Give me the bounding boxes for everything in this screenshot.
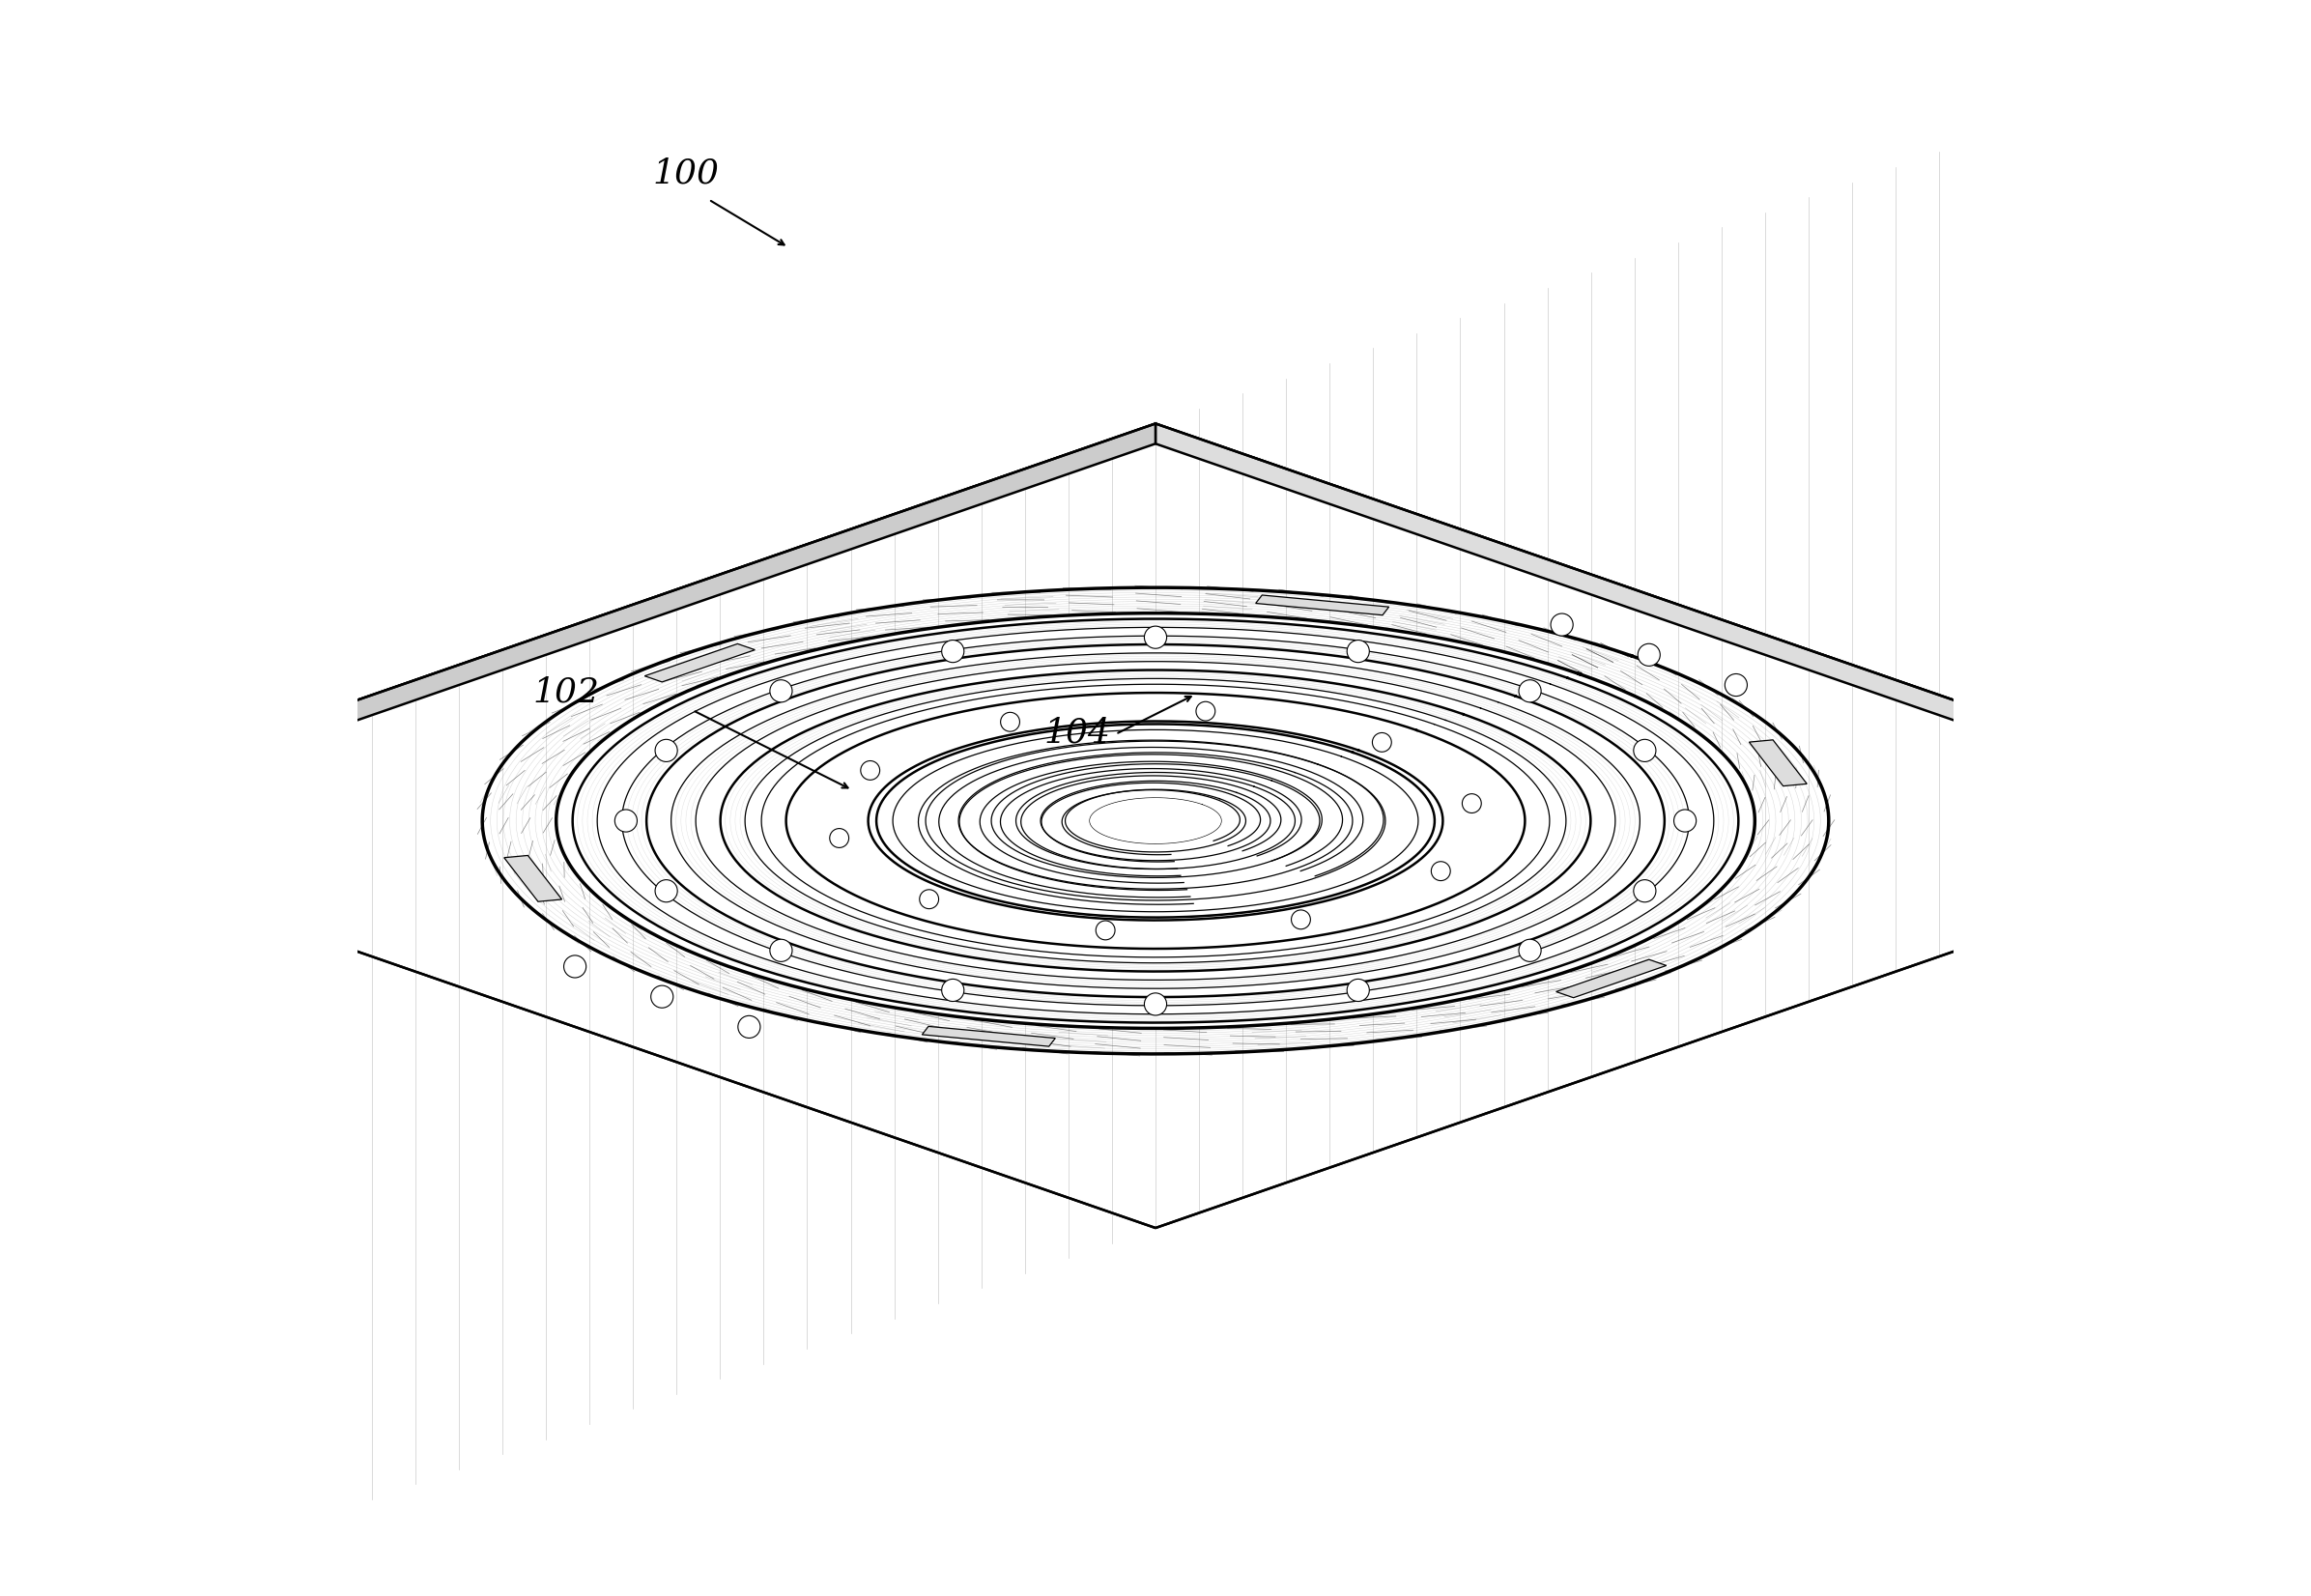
Circle shape [941, 640, 964, 662]
Text: 102: 102 [534, 677, 599, 709]
Text: 104: 104 [1045, 717, 1112, 749]
Polygon shape [645, 643, 756, 681]
Polygon shape [1555, 959, 1666, 998]
Circle shape [1292, 910, 1310, 929]
Circle shape [1347, 978, 1370, 1001]
Polygon shape [922, 1026, 1056, 1047]
Polygon shape [0, 423, 1156, 846]
Circle shape [1634, 879, 1657, 902]
Circle shape [1551, 613, 1574, 635]
Polygon shape [504, 855, 562, 902]
Circle shape [1347, 640, 1370, 662]
Circle shape [1673, 809, 1696, 832]
Circle shape [1144, 993, 1167, 1015]
Circle shape [615, 809, 638, 832]
Circle shape [1518, 680, 1541, 702]
Circle shape [1724, 674, 1747, 696]
Circle shape [1638, 643, 1659, 666]
Polygon shape [0, 423, 2311, 1227]
Circle shape [1144, 626, 1167, 648]
Ellipse shape [853, 737, 1458, 905]
Circle shape [770, 680, 793, 702]
Ellipse shape [825, 729, 1486, 913]
Ellipse shape [911, 753, 1400, 889]
Circle shape [1095, 921, 1114, 940]
Circle shape [654, 739, 677, 761]
Circle shape [652, 985, 673, 1009]
Text: 100: 100 [652, 158, 719, 190]
Ellipse shape [767, 713, 1544, 929]
Circle shape [830, 828, 848, 847]
Circle shape [564, 956, 587, 978]
Polygon shape [1156, 423, 2311, 846]
Circle shape [1634, 739, 1657, 761]
Circle shape [1197, 702, 1216, 721]
Ellipse shape [795, 721, 1516, 921]
Circle shape [654, 879, 677, 902]
Circle shape [941, 978, 964, 1001]
Ellipse shape [883, 745, 1428, 897]
Polygon shape [1255, 595, 1389, 614]
Polygon shape [1091, 798, 1220, 844]
Circle shape [770, 940, 793, 962]
Circle shape [920, 889, 938, 908]
Circle shape [1373, 733, 1391, 752]
Circle shape [860, 761, 880, 780]
Circle shape [1518, 940, 1541, 962]
Circle shape [1463, 793, 1481, 812]
Polygon shape [557, 613, 1754, 1028]
Circle shape [1431, 862, 1451, 881]
Circle shape [1001, 712, 1019, 731]
Ellipse shape [737, 705, 1574, 937]
Polygon shape [1749, 741, 1807, 787]
Circle shape [737, 1015, 760, 1037]
